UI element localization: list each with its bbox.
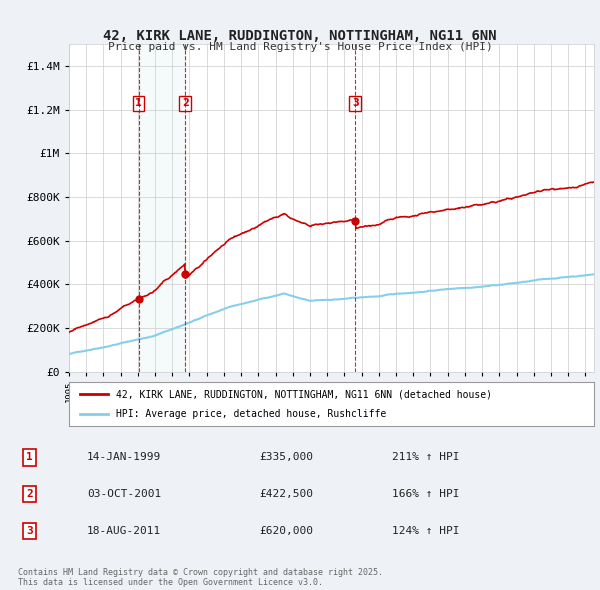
Text: 166% ↑ HPI: 166% ↑ HPI xyxy=(392,489,460,499)
Text: £620,000: £620,000 xyxy=(260,526,314,536)
Bar xyxy=(139,44,185,372)
Text: 211% ↑ HPI: 211% ↑ HPI xyxy=(392,453,460,463)
Text: 1: 1 xyxy=(135,98,142,108)
Text: 42, KIRK LANE, RUDDINGTON, NOTTINGHAM, NG11 6NN (detached house): 42, KIRK LANE, RUDDINGTON, NOTTINGHAM, N… xyxy=(116,389,492,399)
Text: HPI: Average price, detached house, Rushcliffe: HPI: Average price, detached house, Rush… xyxy=(116,409,386,418)
Text: 124% ↑ HPI: 124% ↑ HPI xyxy=(392,526,460,536)
Text: 3: 3 xyxy=(352,98,359,108)
Text: 1: 1 xyxy=(26,453,32,463)
Text: 18-AUG-2011: 18-AUG-2011 xyxy=(87,526,161,536)
Text: £335,000: £335,000 xyxy=(260,453,314,463)
Text: 3: 3 xyxy=(26,526,32,536)
Text: 42, KIRK LANE, RUDDINGTON, NOTTINGHAM, NG11 6NN: 42, KIRK LANE, RUDDINGTON, NOTTINGHAM, N… xyxy=(103,30,497,44)
Text: 03-OCT-2001: 03-OCT-2001 xyxy=(87,489,161,499)
Text: 2: 2 xyxy=(26,489,32,499)
Text: £422,500: £422,500 xyxy=(260,489,314,499)
Text: Price paid vs. HM Land Registry's House Price Index (HPI): Price paid vs. HM Land Registry's House … xyxy=(107,42,493,53)
Text: 2: 2 xyxy=(182,98,188,108)
Text: Contains HM Land Registry data © Crown copyright and database right 2025.
This d: Contains HM Land Registry data © Crown c… xyxy=(18,568,383,587)
Text: 14-JAN-1999: 14-JAN-1999 xyxy=(87,453,161,463)
